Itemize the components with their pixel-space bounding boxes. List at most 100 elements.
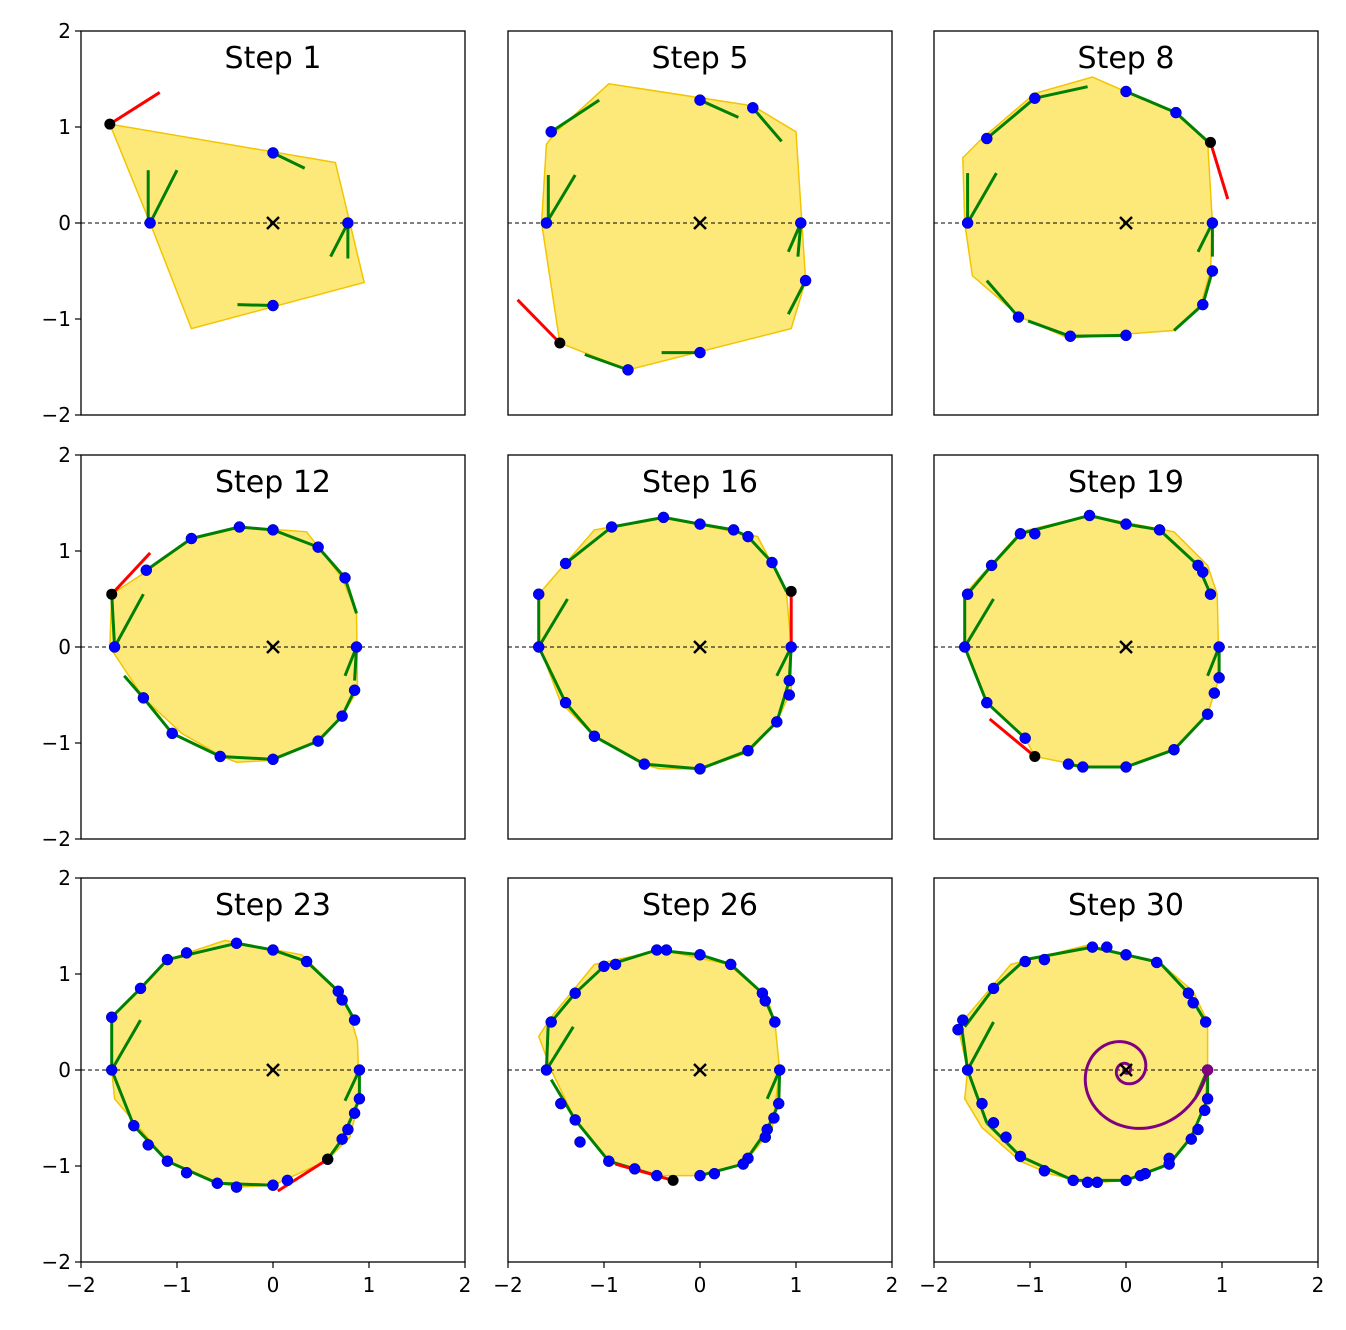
green-segment <box>166 1159 218 1185</box>
data-point <box>1187 997 1199 1009</box>
data-point <box>281 1174 294 1187</box>
data-point <box>105 1064 118 1076</box>
subplot-title: Step 30 <box>1068 888 1184 923</box>
green-segment <box>220 754 274 761</box>
green-segment <box>1158 961 1190 995</box>
green-segment <box>1070 333 1127 338</box>
data-point <box>180 947 193 959</box>
data-point <box>1134 1169 1147 1182</box>
data-point <box>540 217 553 229</box>
green-segment <box>663 515 701 526</box>
center-marker <box>266 216 280 230</box>
x-tick-label: −1 <box>589 1273 618 1297</box>
red-segment <box>1209 141 1230 200</box>
data-point <box>1163 1158 1175 1170</box>
green-segment <box>985 97 1036 140</box>
data-point <box>724 958 737 971</box>
y-tick-label: 0 <box>58 211 71 235</box>
data-point <box>603 1155 615 1167</box>
green-segment <box>316 546 347 579</box>
green-segment <box>1172 713 1209 751</box>
data-point <box>1014 527 1027 540</box>
data-point <box>540 1064 553 1076</box>
data-point <box>747 102 759 114</box>
green-segment <box>1034 85 1088 100</box>
data-point <box>339 572 351 584</box>
y-tick-label: −1 <box>42 307 71 331</box>
data-point <box>545 1016 557 1028</box>
data-point <box>342 1123 354 1136</box>
data-point <box>545 126 557 138</box>
data-point <box>233 521 246 533</box>
data-point <box>1038 1165 1051 1177</box>
data-point <box>108 641 121 653</box>
green-segment <box>966 564 993 596</box>
subplot-title: Step 1 <box>225 41 322 76</box>
data-point <box>694 94 706 106</box>
data-point <box>958 641 971 653</box>
green-segment <box>1125 90 1177 114</box>
green-segment <box>564 701 596 738</box>
data-point <box>559 557 572 570</box>
data-point <box>142 1139 154 1151</box>
data-point <box>657 511 670 524</box>
data-point <box>773 1064 786 1076</box>
green-segment <box>1172 303 1204 332</box>
data-point <box>1192 1123 1204 1136</box>
x-tick-label: −2 <box>66 1273 95 1297</box>
x-tick-label: 1 <box>790 1273 803 1297</box>
green-segment <box>550 992 577 1023</box>
data-point <box>559 696 572 709</box>
data-point <box>144 217 156 229</box>
green-segment <box>1089 514 1127 526</box>
current-point <box>106 588 118 600</box>
data-point <box>769 1016 781 1028</box>
data-point <box>1019 955 1031 968</box>
green-segment <box>574 965 606 995</box>
plot-area <box>81 521 465 766</box>
green-segment <box>966 1021 995 1071</box>
data-point <box>312 735 324 747</box>
data-point <box>1120 329 1132 342</box>
data-point <box>694 949 706 961</box>
data-point <box>300 955 313 968</box>
plot-area <box>934 509 1318 773</box>
axes-frame <box>507 30 893 416</box>
data-point <box>628 1163 641 1175</box>
data-point <box>1213 671 1225 684</box>
subplot-9: Step 30 −2 −1 0 1 2 <box>919 877 1324 1297</box>
data-point <box>605 521 618 533</box>
green-segment <box>963 598 995 648</box>
y-tick-label: −2 <box>42 1250 71 1274</box>
green-segment <box>1201 270 1214 306</box>
plot-area <box>508 83 892 376</box>
green-segment <box>110 1019 142 1071</box>
data-point <box>1206 217 1219 229</box>
data-point <box>737 1158 749 1170</box>
data-point <box>211 1177 224 1190</box>
data-point <box>1000 1131 1012 1143</box>
subplot-title: Step 23 <box>215 888 331 923</box>
y-tick-label: −2 <box>42 403 71 427</box>
green-segment <box>584 353 629 372</box>
data-point <box>981 132 993 145</box>
data-point <box>214 750 226 763</box>
data-point <box>1206 265 1219 277</box>
subplot-7: Step 23 2 1 0 −1 −2−2 −1 0 1 2 <box>42 866 472 1297</box>
subplot-4: Step 12 2 1 0 −1 −2 <box>42 443 466 851</box>
data-point <box>638 758 651 770</box>
data-point <box>230 937 243 950</box>
data-point <box>742 744 754 757</box>
center-marker <box>1119 1063 1133 1077</box>
green-segment <box>537 646 567 704</box>
plot-area <box>508 511 892 775</box>
data-point <box>532 588 545 600</box>
data-point <box>336 994 348 1006</box>
data-point <box>1029 92 1041 104</box>
y-tick-label: −1 <box>42 731 71 755</box>
green-segment <box>644 762 701 771</box>
data-point <box>312 541 324 553</box>
data-point <box>180 1166 193 1179</box>
green-segment <box>786 279 807 315</box>
